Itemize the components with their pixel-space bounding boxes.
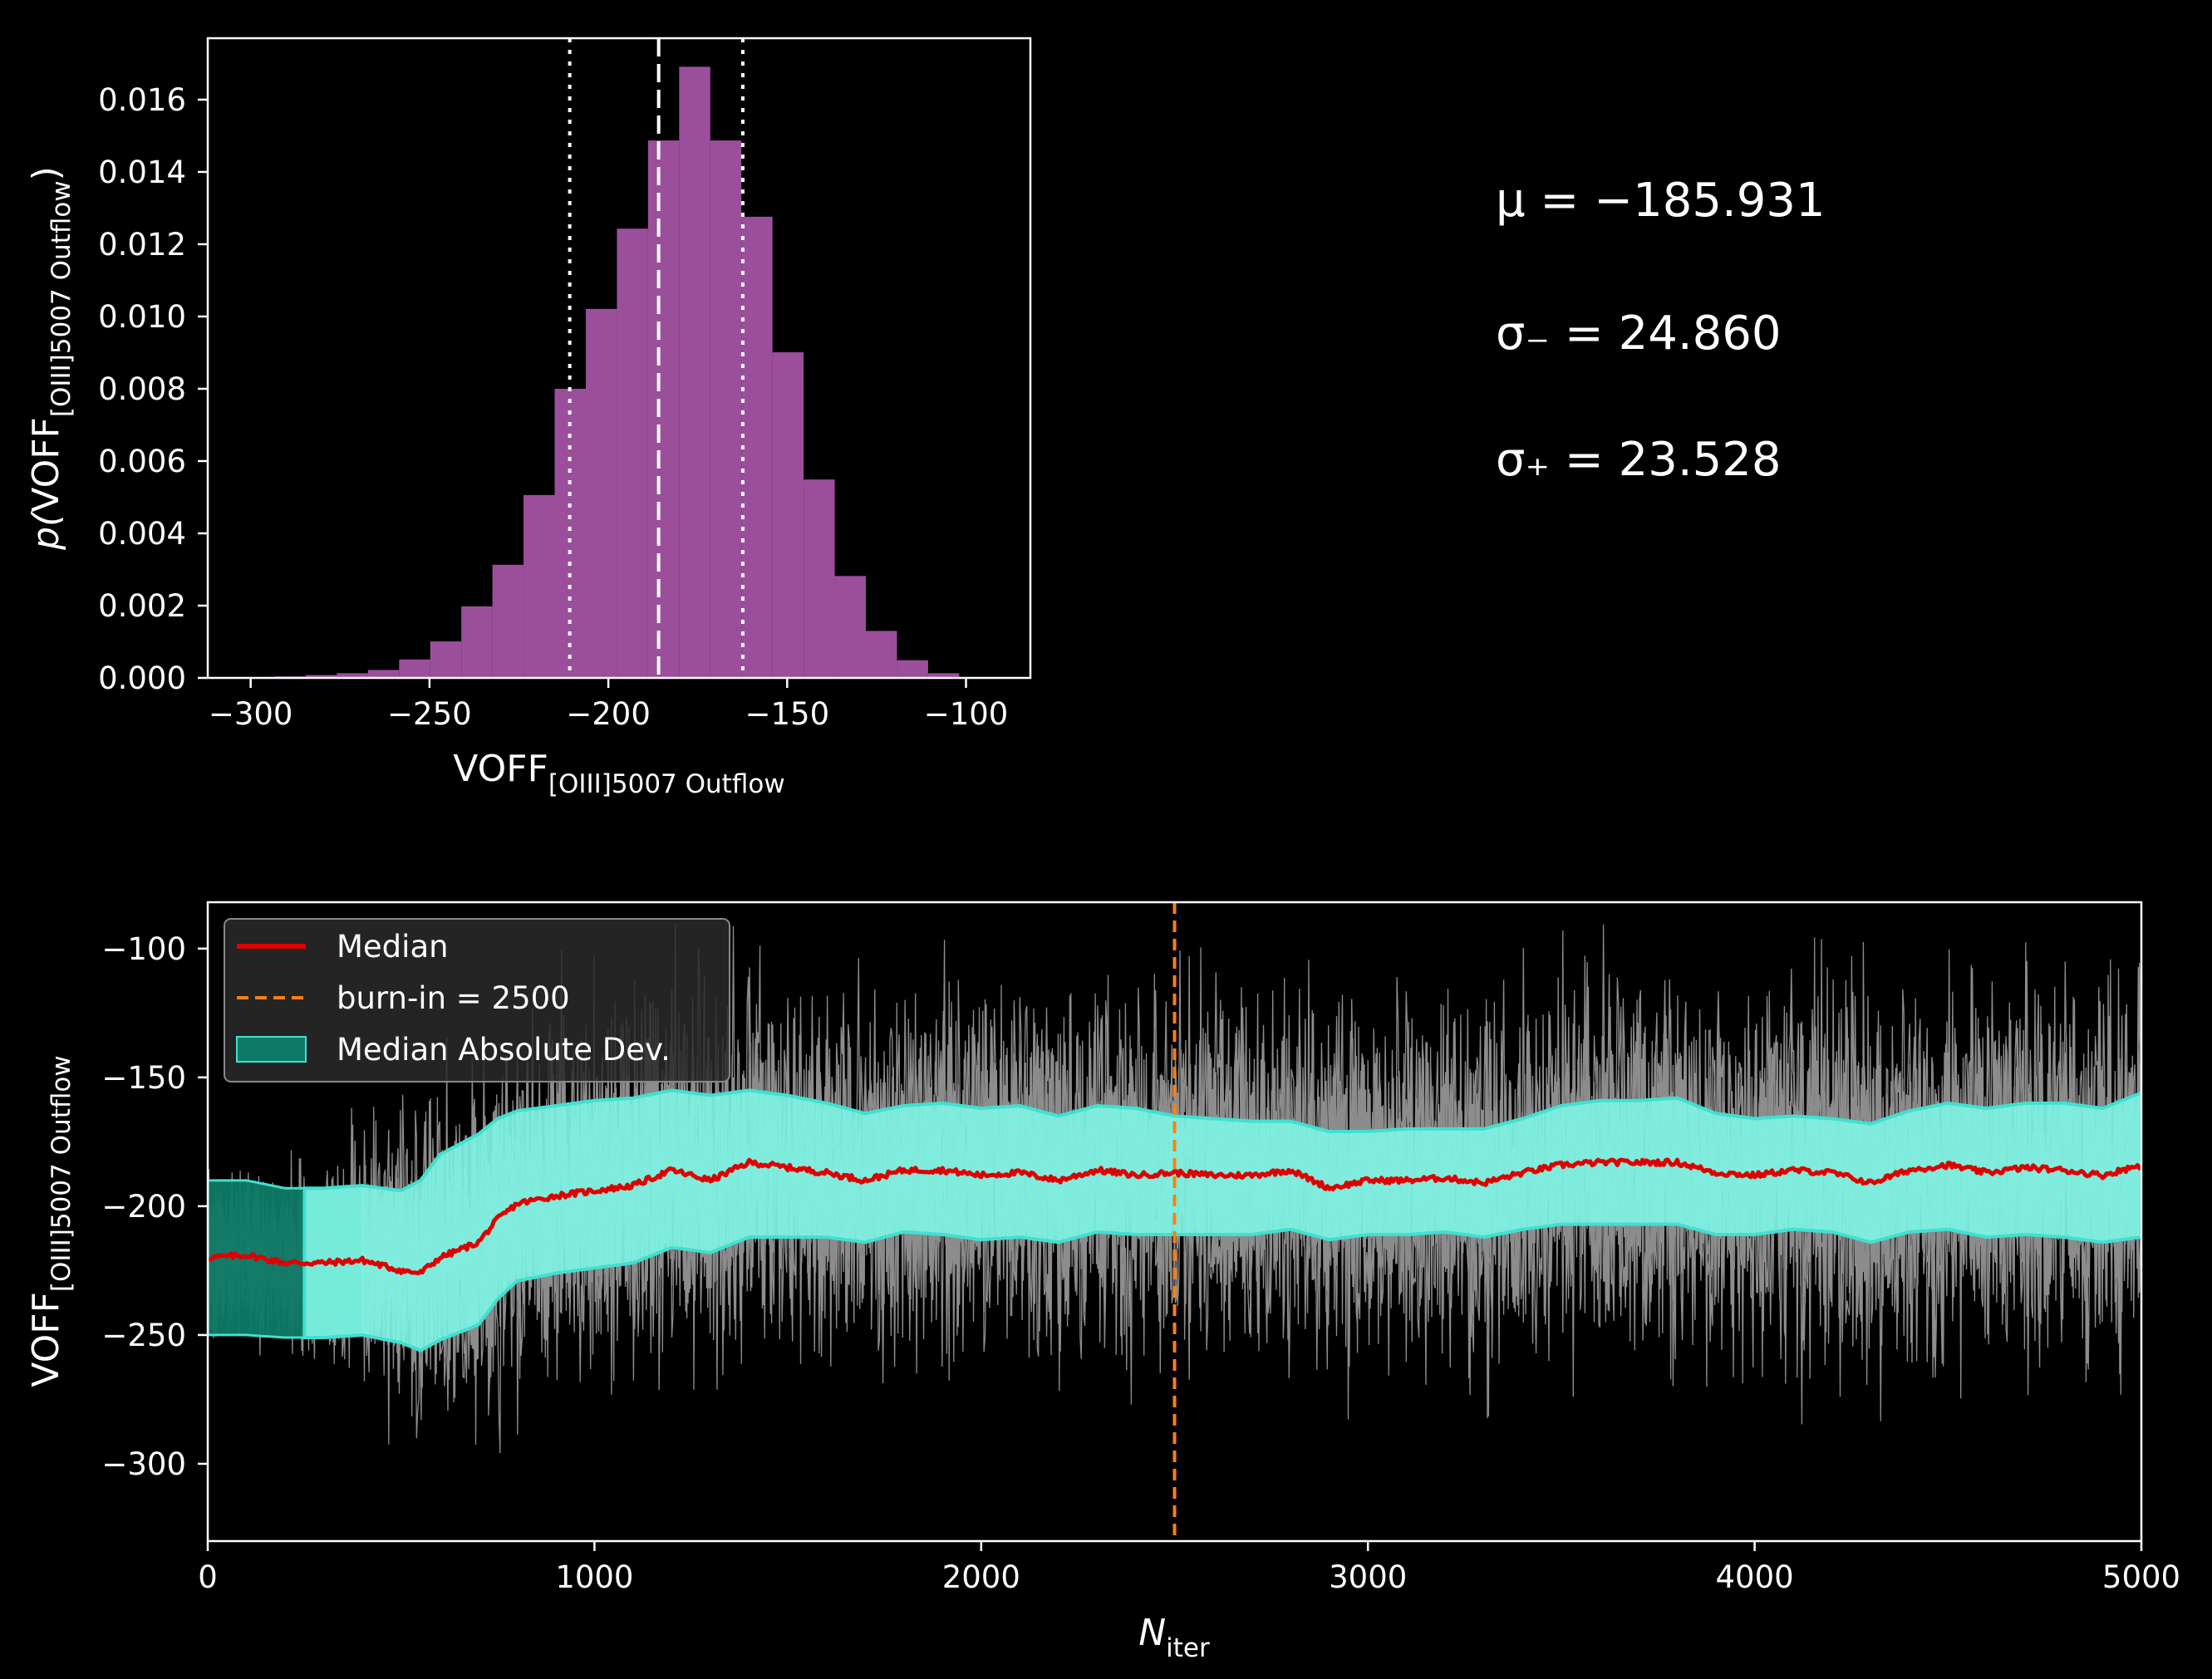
histogram-bar xyxy=(305,675,337,678)
legend-box xyxy=(224,918,730,1083)
chain-frame xyxy=(206,901,2143,1543)
histogram-bar xyxy=(399,659,430,678)
histogram-y-tick-label: 0.010 xyxy=(98,299,186,335)
histogram-bar xyxy=(367,670,400,678)
histogram-bar xyxy=(804,479,835,678)
histogram-bar xyxy=(492,564,524,678)
chain-x-tick-label: 1000 xyxy=(555,1559,633,1595)
histogram-y-label: p(VOFF[OIII]5007 Outflow) xyxy=(25,166,76,551)
chain-y-tick-label: −100 xyxy=(101,931,186,967)
histogram-y-tick-label: 0.002 xyxy=(98,588,186,624)
chain-x-tick-label: 3000 xyxy=(1329,1559,1407,1595)
histogram-bar xyxy=(710,140,742,679)
histogram-bar xyxy=(647,140,680,679)
histogram-bar xyxy=(834,576,866,678)
chain-x-tick-label: 0 xyxy=(198,1559,218,1595)
histogram-bar xyxy=(866,631,897,678)
histogram-x-label: VOFF[OIII]5007 Outflow xyxy=(453,748,784,799)
histogram-frame xyxy=(206,37,1032,680)
histogram-y-tick-label: 0.016 xyxy=(98,82,186,118)
histogram-y-tick-label: 0.006 xyxy=(98,444,186,479)
histogram-panel: −300 −250 −200 −150 −100 0.0000.0020.0040.00… xyxy=(25,37,1032,799)
legend-mad-label: Median Absolute Dev. xyxy=(337,1032,671,1068)
histogram-bar xyxy=(772,352,804,678)
histogram-bar xyxy=(741,216,773,679)
histogram-bar xyxy=(897,660,928,678)
histogram-x-tick-label: −250 xyxy=(387,696,472,732)
histogram-bar xyxy=(524,494,555,678)
mad-band xyxy=(302,1088,2141,1353)
histogram-x-tick-label: −100 xyxy=(924,696,1009,732)
histogram-reference-lines xyxy=(568,38,745,678)
histogram-y-tick-label: 0.008 xyxy=(98,371,186,407)
histogram-y-tick-label: 0.014 xyxy=(98,155,186,190)
statistics-block: μ = −185.931 σ₋ = 24.860 σ₊ = 23.528 xyxy=(1496,174,1826,487)
stat-sigma-minus: σ₋ = 24.860 xyxy=(1496,307,1782,361)
stat-mu: μ = −185.931 xyxy=(1496,174,1826,228)
chain-y-tick-label: −150 xyxy=(101,1060,186,1096)
chain-legend: Median burn-in = 2500 Median Absolute De… xyxy=(224,918,730,1083)
chain-y-tick-label: −250 xyxy=(101,1318,186,1353)
histogram-y-tick-label: 0.004 xyxy=(98,516,186,552)
histogram-bar xyxy=(617,228,648,678)
histogram-bars xyxy=(243,66,960,679)
histogram-bar xyxy=(430,641,462,678)
chain-y-label: VOFF[OIII]5007 Outflow xyxy=(25,1055,76,1387)
chain-y-ticks: −100 −150 −200 −250 −300 xyxy=(101,931,208,1482)
histogram-bar xyxy=(461,606,493,678)
histogram-bar xyxy=(679,66,710,678)
histogram-y-ticks: 0.000 0.002 0.004 0.006 0.008 0.010 0.012 0.014… xyxy=(98,82,208,696)
histogram-bar xyxy=(927,673,960,678)
stat-sigma-plus: σ₊ = 23.528 xyxy=(1496,433,1782,487)
legend-mad-swatch xyxy=(236,1036,307,1063)
chain-x-tick-label: 2000 xyxy=(942,1559,1020,1595)
chain-panel: 0 1000 2000 3000 4000 5000 −100 −150 −200 −250 −3… xyxy=(25,901,2180,1663)
chain-y-tick-label: −200 xyxy=(101,1189,186,1225)
histogram-x-tick-label: −200 xyxy=(566,696,651,732)
histogram-x-tick-label: −150 xyxy=(745,696,829,732)
chain-x-ticks: 0 1000 2000 3000 4000 5000 xyxy=(198,1541,2180,1595)
chain-x-label: Niter xyxy=(1138,1612,1210,1663)
histogram-x-ticks: −300 −250 −200 −150 −100 xyxy=(209,678,1008,732)
histogram-bar xyxy=(585,308,617,678)
legend-median-label: Median xyxy=(337,929,449,965)
chain-x-tick-label: 4000 xyxy=(1716,1559,1794,1595)
chain-x-tick-label: 5000 xyxy=(2102,1559,2180,1595)
histogram-y-tick-label: 0.000 xyxy=(98,660,186,696)
histogram-bar xyxy=(337,673,368,678)
chain-y-tick-label: −300 xyxy=(101,1446,186,1482)
legend-burnin-label: burn-in = 2500 xyxy=(337,980,570,1016)
median-line xyxy=(208,1157,2141,1276)
histogram-x-tick-label: −300 xyxy=(209,696,293,732)
histogram-y-tick-label: 0.012 xyxy=(98,227,186,263)
